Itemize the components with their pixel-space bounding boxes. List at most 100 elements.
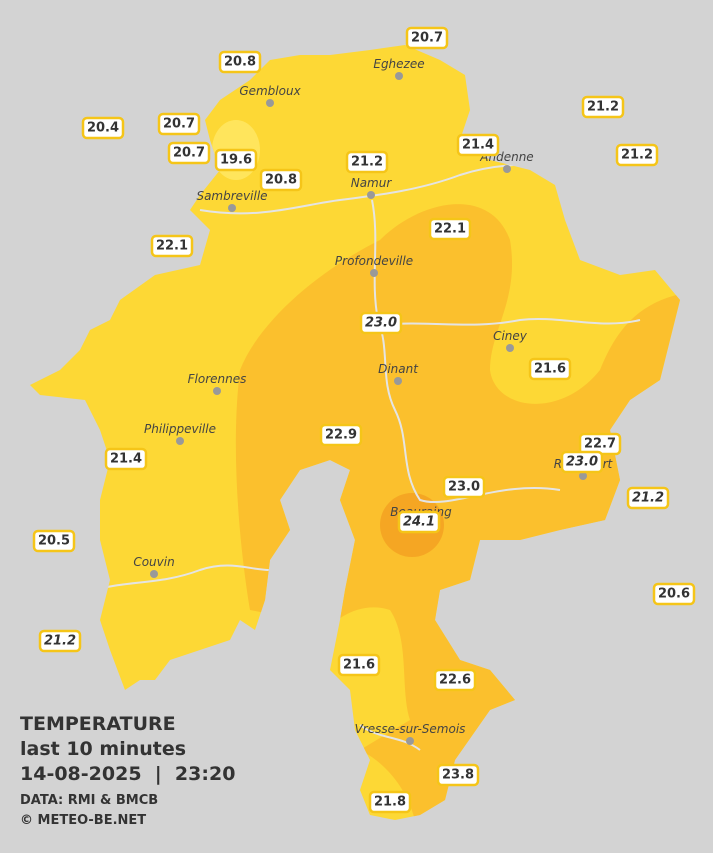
- stations: 20.7 20.8 21.2 20.4 20.7 21.4 21.2 20.7 19.6 21.2…: [32, 26, 696, 814]
- station: 22.1: [150, 234, 194, 258]
- station-value: 22.1: [156, 239, 188, 254]
- station: 21.2: [615, 143, 659, 167]
- station-value: 22.6: [439, 673, 471, 688]
- station-box: [652, 582, 696, 606]
- station: 23.0: [560, 450, 604, 474]
- station-value: 21.2: [621, 148, 653, 163]
- station-value: 23.0: [448, 480, 480, 495]
- station-box: [560, 450, 604, 474]
- station: 23.0: [359, 311, 403, 335]
- station-box: [157, 112, 201, 136]
- station: 20.4: [81, 116, 125, 140]
- city-dot: [266, 99, 274, 107]
- station-value: 20.4: [87, 121, 119, 136]
- station: 21.2: [581, 95, 625, 119]
- city-label: Sambreville: [196, 189, 267, 203]
- station-value: 22.7: [584, 437, 616, 452]
- station-box: [319, 423, 363, 447]
- station: 20.5: [32, 529, 76, 553]
- station: 23.0: [442, 475, 486, 499]
- station-value: 20.8: [224, 55, 256, 70]
- station: 22.6: [433, 668, 477, 692]
- city-dot: [395, 72, 403, 80]
- station-value: 23.8: [442, 768, 474, 783]
- city-dot: [228, 204, 236, 212]
- station-value: 21.8: [374, 795, 406, 810]
- station-box: [442, 475, 486, 499]
- city-label: Gembloux: [239, 84, 301, 98]
- city-label: Dinant: [378, 362, 419, 376]
- station: 22.9: [319, 423, 363, 447]
- city-label: Philippeville: [144, 422, 216, 436]
- station-box: [214, 148, 258, 172]
- station-box: [428, 217, 472, 241]
- station: 21.2: [38, 629, 82, 653]
- station-box: [626, 486, 670, 510]
- legend-subtitle: last 10 minutes: [20, 738, 186, 760]
- station: 21.8: [368, 790, 412, 814]
- city-label: Florennes: [188, 372, 247, 386]
- station-box: [433, 668, 477, 692]
- city-label: Ciney: [493, 329, 528, 343]
- legend: TEMPERATURE last 10 minutes 14-08-2025 |…: [20, 713, 235, 828]
- station-box: [615, 143, 659, 167]
- city-label: Eghezee: [373, 57, 424, 71]
- city-dot: [370, 269, 378, 277]
- station-box: [368, 790, 412, 814]
- city-dot: [406, 737, 414, 745]
- station-value: 20.6: [658, 587, 690, 602]
- legend-datetime: 14-08-2025 | 23:20: [20, 763, 235, 785]
- station-value: 23.0: [365, 316, 397, 331]
- station: 20.7: [157, 112, 201, 136]
- station-box: [32, 529, 76, 553]
- cities: EghezeeGemblouxAndenneNamurSambrevillePr…: [133, 57, 614, 745]
- station: 21.2: [345, 150, 389, 174]
- station-value: 21.4: [462, 138, 494, 153]
- station-value: 19.6: [220, 153, 252, 168]
- station: 21.6: [528, 357, 572, 381]
- station-value: 24.1: [403, 515, 435, 530]
- station: 20.8: [259, 168, 303, 192]
- station: 20.6: [652, 582, 696, 606]
- station-box: [345, 150, 389, 174]
- station-box: [456, 133, 500, 157]
- station-value: 23.0: [566, 455, 598, 470]
- city-dot: [394, 377, 402, 385]
- station-value: 21.2: [587, 100, 619, 115]
- city-label: Profondeville: [335, 254, 413, 268]
- city-dot: [150, 570, 158, 578]
- station-value: 21.2: [632, 491, 664, 506]
- station: 22.1: [428, 217, 472, 241]
- city-dot: [367, 191, 375, 199]
- station: 21.6: [337, 653, 381, 677]
- station-value: 20.8: [265, 173, 297, 188]
- city-label: Namur: [351, 176, 393, 190]
- station-box: [359, 311, 403, 335]
- station: 23.8: [436, 763, 480, 787]
- station-value: 22.9: [325, 428, 357, 443]
- station-box: [405, 26, 449, 50]
- city-label: Couvin: [133, 555, 174, 569]
- station-value: 20.7: [411, 31, 443, 46]
- station-value: 21.2: [351, 155, 383, 170]
- station: 24.1: [397, 510, 441, 534]
- station-box: [167, 141, 211, 165]
- station-box: [581, 95, 625, 119]
- station-box: [218, 50, 262, 74]
- station-value: 22.1: [434, 222, 466, 237]
- station: 22.7: [578, 432, 622, 456]
- city-dot: [213, 387, 221, 395]
- station-box: [259, 168, 303, 192]
- station-value: 21.2: [44, 634, 76, 649]
- station-box: [397, 510, 441, 534]
- station: 21.4: [104, 447, 148, 471]
- station-value: 21.6: [343, 658, 375, 673]
- station-box: [150, 234, 194, 258]
- station-box: [104, 447, 148, 471]
- station: 21.4: [456, 133, 500, 157]
- legend-title: TEMPERATURE: [20, 713, 176, 735]
- station: 19.6: [214, 148, 258, 172]
- station-value: 20.7: [163, 117, 195, 132]
- station-value: 21.6: [534, 362, 566, 377]
